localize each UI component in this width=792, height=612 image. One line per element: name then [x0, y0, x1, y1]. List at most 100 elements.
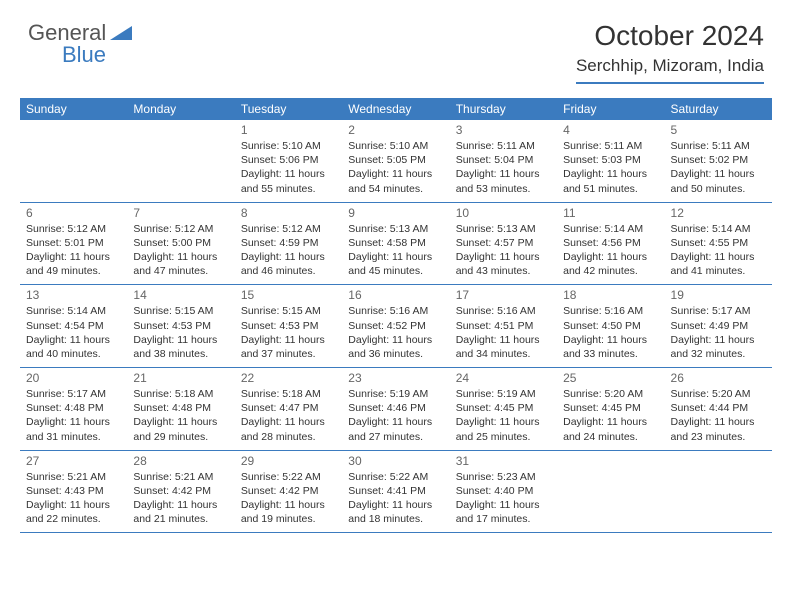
day-number: 8 [241, 206, 336, 220]
title-block: October 2024 Serchhip, Mizoram, India [576, 20, 764, 84]
day-number: 15 [241, 288, 336, 302]
daylight-line: Daylight: 11 hours and 37 minutes. [241, 333, 336, 361]
logo-text-blue: Blue [62, 42, 106, 68]
daylight-line: Daylight: 11 hours and 41 minutes. [671, 250, 766, 278]
day-number: 31 [456, 454, 551, 468]
daylight-line: Daylight: 11 hours and 31 minutes. [26, 415, 121, 443]
sunset-line: Sunset: 4:51 PM [456, 319, 551, 333]
calendar-day-cell: 9Sunrise: 5:13 AMSunset: 4:58 PMDaylight… [342, 202, 449, 285]
sunrise-line: Sunrise: 5:14 AM [671, 222, 766, 236]
sunset-line: Sunset: 4:53 PM [133, 319, 228, 333]
day-number: 21 [133, 371, 228, 385]
daylight-line: Daylight: 11 hours and 24 minutes. [563, 415, 658, 443]
weekday-header: Saturday [665, 98, 772, 120]
sunset-line: Sunset: 4:42 PM [133, 484, 228, 498]
calendar-day-cell: 25 Sunrise: 5:20 AMSunset: 4:45 PMDayligh… [557, 368, 664, 451]
sunset-line: Sunset: 4:43 PM [26, 484, 121, 498]
daylight-line: Daylight: 11 hours and 19 minutes. [241, 498, 336, 526]
day-number: 3 [456, 123, 551, 137]
calendar-day-cell: 27Sunrise: 5:21 AMSunset: 4:43 PMDayligh… [20, 450, 127, 533]
day-number: 25 [563, 371, 658, 385]
daylight-line: Daylight: 11 hours and 25 minutes. [456, 415, 551, 443]
sunset-line: Sunset: 5:04 PM [456, 153, 551, 167]
day-number: 4 [563, 123, 658, 137]
calendar-day-cell: 16Sunrise: 5:16 AMSunset: 4:52 PMDayligh… [342, 285, 449, 368]
day-number: 9 [348, 206, 443, 220]
sunrise-line: Sunrise: 5:12 AM [241, 222, 336, 236]
daylight-line: Daylight: 11 hours and 34 minutes. [456, 333, 551, 361]
daylight-line: Daylight: 11 hours and 51 minutes. [563, 167, 658, 195]
daylight-line: Daylight: 11 hours and 50 minutes. [671, 167, 766, 195]
weekday-header: Friday [557, 98, 664, 120]
sunrise-line: Sunrise: 5:15 AM [133, 304, 228, 318]
calendar-empty-cell [20, 120, 127, 202]
calendar-day-cell: 28Sunrise: 5:21 AMSunset: 4:42 PMDayligh… [127, 450, 234, 533]
daylight-line: Daylight: 11 hours and 32 minutes. [671, 333, 766, 361]
sunrise-line: Sunrise: 5:22 AM [348, 470, 443, 484]
sunset-line: Sunset: 4:59 PM [241, 236, 336, 250]
daylight-line: Daylight: 11 hours and 42 minutes. [563, 250, 658, 278]
sunset-line: Sunset: 4:41 PM [348, 484, 443, 498]
day-number: 23 [348, 371, 443, 385]
sunrise-line: Sunrise: 5:11 AM [671, 139, 766, 153]
calendar-day-cell: 21Sunrise: 5:18 AMSunset: 4:48 PMDayligh… [127, 368, 234, 451]
calendar-day-cell: 4 Sunrise: 5:11 AMSunset: 5:03 PMDaylight… [557, 120, 664, 202]
sunrise-line: Sunrise: 5:16 AM [456, 304, 551, 318]
daylight-line: Daylight: 11 hours and 27 minutes. [348, 415, 443, 443]
sunrise-line: Sunrise: 5:11 AM [563, 139, 658, 153]
sunrise-line: Sunrise: 5:14 AM [563, 222, 658, 236]
sunrise-line: Sunrise: 5:20 AM [563, 387, 658, 401]
calendar-empty-cell [557, 450, 664, 533]
sunrise-line: Sunrise: 5:15 AM [241, 304, 336, 318]
day-number: 14 [133, 288, 228, 302]
day-number: 7 [133, 206, 228, 220]
calendar-day-cell: 17 Sunrise: 5:16 AMSunset: 4:51 PMDayligh… [450, 285, 557, 368]
sunset-line: Sunset: 4:55 PM [671, 236, 766, 250]
day-number: 27 [26, 454, 121, 468]
sunrise-line: Sunrise: 5:22 AM [241, 470, 336, 484]
logo: General Blue [28, 20, 134, 46]
day-number: 17 [456, 288, 551, 302]
daylight-line: Daylight: 11 hours and 33 minutes. [563, 333, 658, 361]
daylight-line: Daylight: 11 hours and 55 minutes. [241, 167, 336, 195]
sunset-line: Sunset: 4:45 PM [563, 401, 658, 415]
day-number: 28 [133, 454, 228, 468]
day-number: 1 [241, 123, 336, 137]
day-number: 29 [241, 454, 336, 468]
day-number: 11 [563, 206, 658, 220]
sunrise-line: Sunrise: 5:10 AM [348, 139, 443, 153]
sunset-line: Sunset: 4:46 PM [348, 401, 443, 415]
weekday-header: Wednesday [342, 98, 449, 120]
calendar-body: 1Sunrise: 5:10 AMSunset: 5:06 PMDaylight… [20, 120, 772, 533]
sunset-line: Sunset: 4:44 PM [671, 401, 766, 415]
daylight-line: Daylight: 11 hours and 17 minutes. [456, 498, 551, 526]
day-number: 18 [563, 288, 658, 302]
sunset-line: Sunset: 4:50 PM [563, 319, 658, 333]
weekday-header: Sunday [20, 98, 127, 120]
sunrise-line: Sunrise: 5:12 AM [26, 222, 121, 236]
sunrise-line: Sunrise: 5:12 AM [133, 222, 228, 236]
calendar-day-cell: 6Sunrise: 5:12 AMSunset: 5:01 PMDaylight… [20, 202, 127, 285]
sunrise-line: Sunrise: 5:16 AM [563, 304, 658, 318]
calendar-day-cell: 22Sunrise: 5:18 AMSunset: 4:47 PMDayligh… [235, 368, 342, 451]
daylight-line: Daylight: 11 hours and 23 minutes. [671, 415, 766, 443]
calendar-empty-cell [127, 120, 234, 202]
sunset-line: Sunset: 4:53 PM [241, 319, 336, 333]
sunrise-line: Sunrise: 5:20 AM [671, 387, 766, 401]
logo-triangle-icon [110, 22, 132, 45]
calendar-day-cell: 3Sunrise: 5:11 AMSunset: 5:04 PMDaylight… [450, 120, 557, 202]
sunrise-line: Sunrise: 5:23 AM [456, 470, 551, 484]
sunset-line: Sunset: 4:49 PM [671, 319, 766, 333]
calendar-day-cell: 8Sunrise: 5:12 AMSunset: 4:59 PMDaylight… [235, 202, 342, 285]
calendar-day-cell: 23Sunrise: 5:19 AMSunset: 4:46 PMDayligh… [342, 368, 449, 451]
calendar-day-cell: 11Sunrise: 5:14 AMSunset: 4:56 PMDayligh… [557, 202, 664, 285]
sunrise-line: Sunrise: 5:10 AM [241, 139, 336, 153]
calendar-day-cell: 15 Sunrise: 5:15 AMSunset: 4:53 PMDayligh… [235, 285, 342, 368]
sunset-line: Sunset: 5:03 PM [563, 153, 658, 167]
day-number: 6 [26, 206, 121, 220]
calendar-day-cell: 30Sunrise: 5:22 AMSunset: 4:41 PMDayligh… [342, 450, 449, 533]
calendar-day-cell: 1Sunrise: 5:10 AMSunset: 5:06 PMDaylight… [235, 120, 342, 202]
daylight-line: Daylight: 11 hours and 29 minutes. [133, 415, 228, 443]
daylight-line: Daylight: 11 hours and 22 minutes. [26, 498, 121, 526]
weekday-header: Monday [127, 98, 234, 120]
